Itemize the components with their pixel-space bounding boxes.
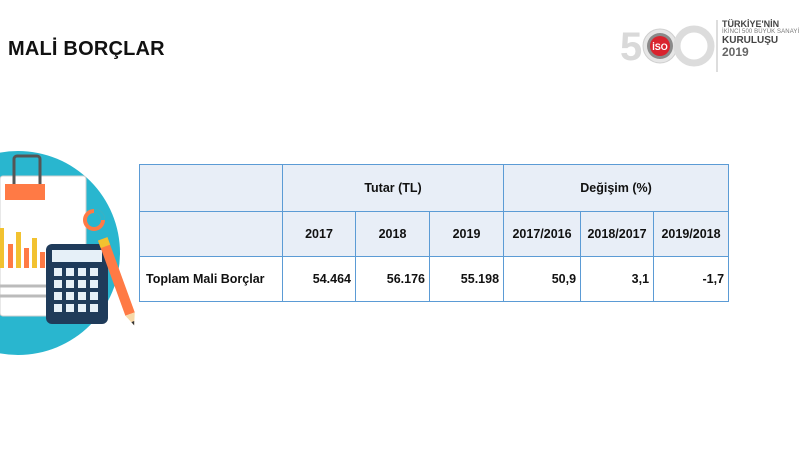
table-row: Toplam Mali Borçlar 54.464 56.176 55.198… [139,256,730,302]
table-header-row: Tutar (TL) Değişim (%) [139,164,730,212]
change-header: 2018/2017 [580,211,655,257]
table-subheader-row: 2017 2018 2019 2017/2016 2018/2017 2019/… [139,211,730,257]
amount-cell: 55.198 [428,256,505,302]
year-header: 2018 [355,211,430,257]
empty-header-cell [139,164,283,212]
svg-text:İSO: İSO [652,42,668,52]
iso-500-logo: 5 İSO [620,20,718,72]
logo-line-3: KURULUŞU [722,34,779,46]
year-header: 2019 [428,211,505,257]
row-label: Toplam Mali Borçlar [139,256,283,302]
change-cell: -1,7 [653,256,730,302]
logo-line-1: TÜRKİYE'NİN [722,19,780,29]
year-header: 2017 [282,211,356,257]
logo-line-2: İKİNCİ 500 BÜYÜK SANAYİ [722,29,800,36]
amount-group-header: Tutar (TL) [281,164,505,212]
change-cell: 50,9 [503,256,582,302]
empty-header-cell [139,211,283,257]
mali-borclar-table: Tutar (TL) Değişim (%) 2017 2018 2019 20… [139,164,730,302]
logo-year: 2019 [722,45,749,60]
amount-cell: 56.176 [355,256,430,302]
finance-illustration [0,151,135,355]
change-header: 2017/2016 [503,211,582,257]
logo-text: TÜRKİYE'NİN İKİNCİ 500 BÜYÜK SANAYİ KURU… [722,19,800,60]
change-group-header: Değişim (%) [503,164,730,212]
change-header: 2019/2018 [653,211,730,257]
page-title: MALİ BORÇLAR [8,38,165,60]
svg-text:5: 5 [620,25,642,69]
change-cell: 3,1 [580,256,655,302]
amount-cell: 54.464 [282,256,356,302]
